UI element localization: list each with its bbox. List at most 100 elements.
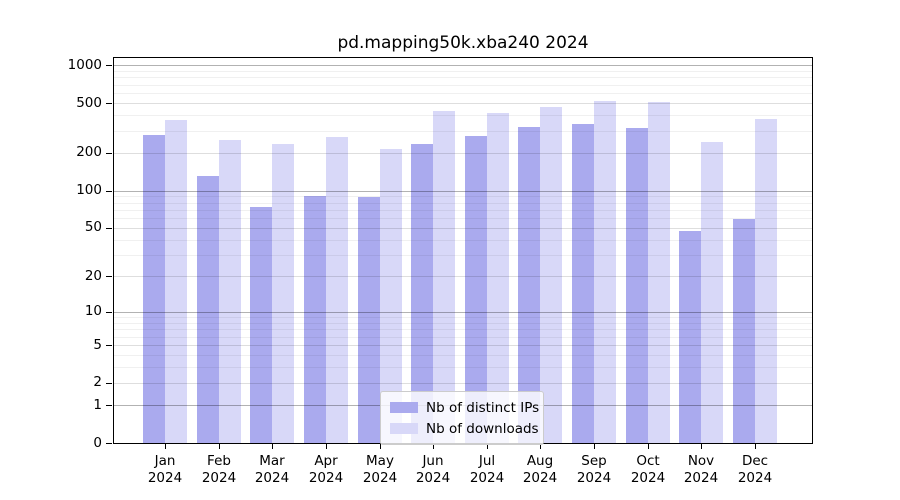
gridline-5: [114, 345, 812, 346]
bar-nb-of-downloads-sep: [594, 101, 617, 443]
x-tick-label-apr: Apr 2024: [298, 453, 354, 487]
x-tick-label-aug: Aug 2024: [512, 453, 568, 487]
gridline-90: [114, 196, 812, 197]
month-label: Apr: [314, 453, 338, 469]
year-label: 2024: [522, 470, 558, 486]
gridline-400: [114, 115, 812, 116]
y-tick-5: [106, 345, 112, 346]
x-tick-nov: [701, 444, 702, 449]
x-tick-mar: [272, 444, 273, 449]
gridline-40: [114, 240, 812, 241]
bar-nb-of-distinct-ips-jun: [411, 144, 434, 443]
x-tick-apr: [326, 444, 327, 449]
month-label: Feb: [207, 453, 231, 469]
y-tick-label-1000: 1000: [67, 57, 102, 73]
y-tick-10: [106, 312, 112, 313]
bar-nb-of-downloads-dec: [755, 119, 778, 443]
year-label: 2024: [201, 470, 237, 486]
x-tick-label-jun: Jun 2024: [405, 453, 461, 487]
bar-nb-of-distinct-ips-oct: [625, 128, 648, 443]
y-tick-label-500: 500: [76, 95, 102, 111]
x-tick-may: [380, 444, 381, 449]
plot-area: Nb of distinct IPs Nb of downloads: [113, 57, 813, 445]
x-tick-jun: [433, 444, 434, 449]
year-label: 2024: [308, 470, 344, 486]
gridline-300: [114, 131, 812, 132]
bar-nb-of-downloads-aug: [540, 107, 563, 443]
y-tick-50: [106, 228, 112, 229]
gridline-800: [114, 77, 812, 78]
gridline-1000: [114, 65, 812, 66]
y-tick-500: [106, 103, 112, 104]
gridline-8: [114, 323, 812, 324]
legend: Nb of distinct IPs Nb of downloads: [380, 391, 544, 445]
y-tick-label-20: 20: [84, 268, 102, 284]
chart-title: pd.mapping50k.xba240 2024: [337, 33, 589, 53]
bar-nb-of-distinct-ips-apr: [303, 196, 326, 443]
legend-label-distinct-ips: Nb of distinct IPs: [426, 399, 540, 416]
x-tick-label-jan: Jan 2024: [137, 453, 193, 487]
gridline-100: [114, 191, 812, 192]
gridline-2: [114, 383, 812, 384]
year-label: 2024: [737, 470, 773, 486]
month-label: May: [366, 453, 394, 469]
y-tick-label-50: 50: [84, 219, 102, 235]
bar-nb-of-downloads-jan: [165, 120, 187, 443]
gridline-60: [114, 218, 812, 219]
gridline-30: [114, 255, 812, 256]
month-label: Aug: [526, 453, 554, 469]
y-tick-1: [106, 405, 112, 406]
bar-nb-of-distinct-ips-dec: [733, 219, 756, 443]
y-tick-label-2: 2: [93, 374, 102, 390]
month-label: Jan: [154, 453, 176, 469]
gridline-900: [114, 71, 812, 72]
y-tick-label-10: 10: [84, 303, 102, 319]
gridline-600: [114, 93, 812, 94]
bar-nb-of-distinct-ips-feb: [196, 176, 219, 443]
gridline-3: [114, 367, 812, 368]
month-label: Sep: [581, 453, 607, 469]
y-tick-label-0: 0: [93, 435, 102, 451]
bar-nb-of-downloads-may: [379, 149, 402, 443]
y-tick-0: [106, 443, 112, 444]
x-tick-jan: [165, 444, 166, 449]
legend-label-downloads: Nb of downloads: [426, 420, 539, 437]
bar-nb-of-distinct-ips-sep: [572, 124, 595, 443]
gridline-70: [114, 210, 812, 211]
month-label: Jun: [422, 453, 444, 469]
y-tick-label-1: 1: [93, 397, 102, 413]
y-tick-20: [106, 276, 112, 277]
x-tick-sep: [594, 444, 595, 449]
bar-nb-of-distinct-ips-aug: [518, 127, 541, 443]
gridline-6: [114, 337, 812, 338]
x-tick-aug: [540, 444, 541, 449]
month-label: Jul: [478, 453, 496, 469]
x-tick-jul: [487, 444, 488, 449]
y-tick-1000: [106, 65, 112, 66]
bar-nb-of-distinct-ips-nov: [679, 231, 702, 443]
gridline-10: [114, 312, 812, 313]
gridline-9: [114, 317, 812, 318]
y-tick-200: [106, 153, 112, 154]
gridline-80: [114, 203, 812, 204]
x-tick-label-nov: Nov 2024: [673, 453, 729, 487]
year-label: 2024: [415, 470, 451, 486]
month-label: Nov: [687, 453, 715, 469]
x-tick-label-oct: Oct 2024: [620, 453, 676, 487]
month-label: Dec: [741, 453, 769, 469]
gridline-4: [114, 355, 812, 356]
month-label: Mar: [259, 453, 285, 469]
gridline-20: [114, 276, 812, 277]
bar-nb-of-downloads-nov: [701, 142, 724, 443]
month-label: Oct: [636, 453, 660, 469]
bar-nb-of-downloads-mar: [272, 144, 295, 443]
gridline-500: [114, 103, 812, 104]
bar-nb-of-downloads-jul: [486, 113, 509, 443]
x-tick-label-sep: Sep 2024: [566, 453, 622, 487]
legend-item-downloads: Nb of downloads: [390, 418, 539, 439]
gridline-7: [114, 329, 812, 330]
year-label: 2024: [630, 470, 666, 486]
bar-nb-of-downloads-feb: [218, 140, 241, 443]
x-tick-oct: [648, 444, 649, 449]
x-tick-label-may: May 2024: [352, 453, 408, 487]
